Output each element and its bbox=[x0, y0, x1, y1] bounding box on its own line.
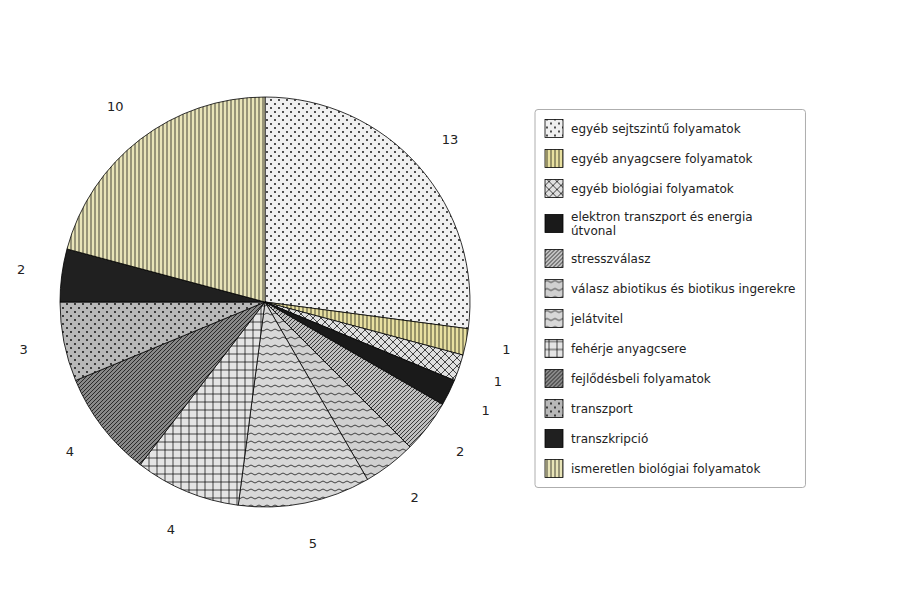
data-label: 2 bbox=[17, 262, 25, 277]
data-labels: 13111225443210 bbox=[17, 99, 510, 550]
data-label: 3 bbox=[20, 342, 28, 357]
legend-label-line: egyéb anyagcsere folyamatok bbox=[571, 152, 752, 166]
legend-item: transzport bbox=[545, 400, 633, 418]
legend-swatch bbox=[545, 460, 563, 478]
data-label: 4 bbox=[167, 522, 175, 537]
legend-label: fejlődésbeli folyamatok bbox=[571, 372, 711, 386]
legend-item: egyéb biológiai folyamatok bbox=[545, 180, 734, 198]
legend-label: fehérje anyagcsere bbox=[571, 342, 686, 356]
legend-item: fejlődésbeli folyamatok bbox=[545, 370, 711, 388]
legend-label-line: fehérje anyagcsere bbox=[571, 342, 686, 356]
legend-item: elektron transzport és energiaútvonal bbox=[545, 210, 753, 238]
legend-swatch bbox=[545, 120, 563, 138]
legend-item: egyéb sejtszintű folyamatok bbox=[545, 120, 741, 138]
legend-item: stresszválasz bbox=[545, 250, 651, 268]
legend-label: egyéb sejtszintű folyamatok bbox=[571, 122, 741, 136]
legend-swatch bbox=[545, 250, 563, 268]
legend-label-line: útvonal bbox=[571, 224, 616, 238]
legend-label-line: fejlődésbeli folyamatok bbox=[571, 372, 711, 386]
legend: egyéb sejtszintű folyamatok egyéb anyagcs… bbox=[535, 110, 805, 488]
legend-label-line: jelátvitel bbox=[570, 312, 623, 326]
legend-swatch bbox=[545, 150, 563, 168]
legend-swatch bbox=[545, 215, 563, 233]
pie-slice bbox=[60, 302, 265, 380]
legend-label: transzport bbox=[571, 402, 633, 416]
legend-label: jelátvitel bbox=[570, 312, 623, 326]
legend-label-line: stresszválasz bbox=[571, 252, 651, 266]
data-label: 10 bbox=[107, 99, 124, 114]
pie-slice bbox=[67, 97, 265, 302]
legend-label-line: transzport bbox=[571, 402, 633, 416]
legend-swatch bbox=[545, 340, 563, 358]
legend-swatch bbox=[545, 400, 563, 418]
legend-item: transzkripció bbox=[545, 430, 648, 448]
legend-swatch bbox=[545, 180, 563, 198]
legend-item: fehérje anyagcsere bbox=[545, 340, 686, 358]
legend-item: válasz abiotikus és biotikus ingerekre bbox=[545, 280, 795, 298]
legend-label-line: ismeretlen biológiai folyamatok bbox=[571, 462, 760, 476]
legend-frame bbox=[535, 110, 805, 488]
data-label: 1 bbox=[494, 374, 502, 389]
legend-item: egyéb anyagcsere folyamatok bbox=[545, 150, 752, 168]
legend-label: egyéb biológiai folyamatok bbox=[571, 182, 734, 196]
legend-label-line: egyéb sejtszintű folyamatok bbox=[571, 122, 741, 136]
legend-label: stresszválasz bbox=[571, 252, 651, 266]
data-label: 2 bbox=[456, 444, 464, 459]
data-label: 4 bbox=[66, 444, 74, 459]
pie-slice bbox=[265, 97, 470, 329]
legend-swatch bbox=[545, 280, 563, 298]
data-label: 1 bbox=[481, 403, 489, 418]
legend-label-line: válasz abiotikus és biotikus ingerekre bbox=[571, 282, 795, 296]
legend-item: jelátvitel bbox=[545, 310, 623, 328]
legend-item: ismeretlen biológiai folyamatok bbox=[545, 460, 760, 478]
legend-label-line: elektron transzport és energia bbox=[571, 210, 753, 224]
legend-label-line: transzkripció bbox=[571, 432, 648, 446]
data-label: 13 bbox=[442, 132, 459, 147]
legend-swatch bbox=[545, 370, 563, 388]
chart: 13111225443210egyéb sejtszintű folyamato… bbox=[0, 0, 898, 605]
data-label: 2 bbox=[411, 490, 419, 505]
pie bbox=[60, 97, 470, 507]
legend-label: egyéb anyagcsere folyamatok bbox=[571, 152, 752, 166]
legend-swatch bbox=[545, 430, 563, 448]
legend-label: válasz abiotikus és biotikus ingerekre bbox=[571, 282, 795, 296]
data-label: 1 bbox=[502, 342, 510, 357]
legend-label: elektron transzport és energiaútvonal bbox=[571, 210, 753, 238]
legend-label: transzkripció bbox=[571, 432, 648, 446]
data-label: 5 bbox=[309, 536, 317, 551]
legend-label-line: egyéb biológiai folyamatok bbox=[571, 182, 734, 196]
legend-swatch bbox=[545, 310, 563, 328]
legend-label: ismeretlen biológiai folyamatok bbox=[571, 462, 760, 476]
